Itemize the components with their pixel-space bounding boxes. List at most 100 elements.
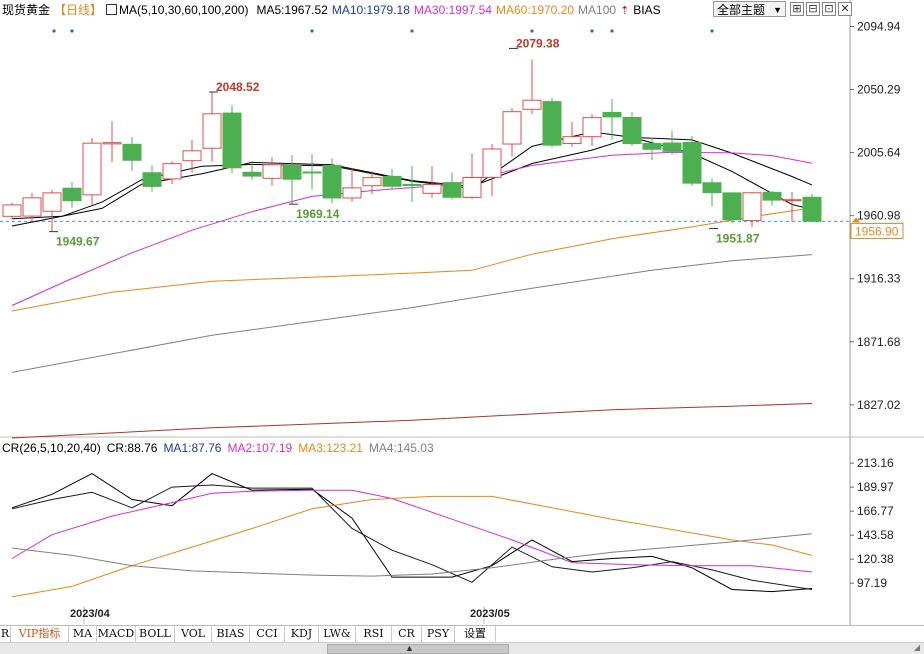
cr-line-ma1: [11, 484, 813, 590]
cr-lines: [11, 473, 813, 598]
candle: [442, 172, 462, 200]
candle: [462, 153, 482, 200]
candle: [42, 189, 62, 232]
event-dot-icon: [610, 29, 614, 33]
candle-body: [762, 191, 782, 201]
arrow-up-icon: ⇡: [620, 5, 630, 17]
candle-body: [602, 111, 622, 118]
tab-r[interactable]: R: [0, 626, 11, 642]
candle-body: [162, 163, 182, 180]
candle: [242, 160, 262, 180]
extreme-label-high_1: 2048.52: [216, 80, 260, 94]
tab-bias[interactable]: BIAS: [212, 626, 250, 642]
chevron-down-icon: ▼: [773, 5, 782, 15]
candle: [362, 171, 382, 195]
candle-body: [402, 183, 422, 186]
tab-settings[interactable]: 设置: [455, 626, 496, 642]
ma60-value: MA60:1970.20: [495, 3, 575, 17]
candle-body: [542, 101, 562, 146]
candle-body: [522, 99, 542, 110]
candle: [402, 165, 422, 202]
horizontal-scrollbar[interactable]: ▲ ◢: [0, 642, 924, 654]
event-dot-icon: [70, 29, 74, 33]
event-dot-icon: [590, 29, 594, 33]
ma-toggle-icon[interactable]: [106, 4, 118, 15]
candle-body: [702, 182, 722, 194]
candle: [782, 191, 802, 222]
tab-rsi[interactable]: RSI: [356, 626, 392, 642]
candle-body: [742, 192, 762, 222]
candle: [142, 165, 162, 192]
candle-body: [362, 177, 382, 187]
tab-kdj[interactable]: KDJ: [285, 626, 319, 642]
tab-psy[interactable]: PSY: [422, 626, 455, 642]
candle: [762, 191, 782, 206]
cr-value: CR:88.76: [106, 441, 158, 455]
tab-cr[interactable]: CR: [392, 626, 422, 642]
y-tick-label: 1827.02: [857, 398, 901, 412]
current-price-box: [850, 222, 904, 239]
zoom-in-icon[interactable]: ⊞: [790, 2, 804, 16]
candle: [642, 137, 662, 161]
tab-cci[interactable]: CCI: [250, 626, 285, 642]
theme-select[interactable]: 全部主题 ▼: [713, 1, 786, 17]
candle: [802, 193, 822, 223]
zoom-out-icon[interactable]: ⊟: [806, 2, 820, 16]
tab-vip[interactable]: VIP指标: [11, 626, 69, 642]
tab-ma[interactable]: MA: [69, 626, 97, 642]
cr-y-tick-label: 120.38: [857, 552, 894, 566]
candle-body: [662, 142, 682, 152]
candle: [622, 111, 642, 146]
grid: [0, 0, 924, 625]
candle-body: [682, 141, 702, 184]
candle-body: [242, 171, 262, 177]
cr-line-ma3: [11, 495, 813, 598]
current-price-label: 1956.90: [855, 224, 899, 238]
y-tick-label: 2094.94: [857, 19, 901, 33]
candle-body: [442, 182, 462, 198]
candle-body: [722, 192, 742, 221]
cr-legend: CR(26,5,10,20,40) CR:88.76 MA1:87.76 MA2:10…: [2, 440, 440, 456]
candle-body: [82, 142, 102, 196]
ma-line-ma100: [11, 254, 813, 373]
y-tick-label: 1916.33: [857, 272, 901, 286]
event-dot-icon: [710, 29, 714, 33]
candle: [262, 157, 282, 186]
price-marker-icon: [852, 217, 860, 223]
tab-lw[interactable]: LW&: [319, 626, 356, 642]
candle-body: [282, 164, 302, 180]
candle: [182, 139, 202, 173]
candles: [2, 59, 822, 232]
ma-params: MA(5,10,30,60,100,200): [106, 3, 252, 17]
candle-body: [262, 164, 282, 179]
y-tick-label: 1871.68: [857, 335, 901, 349]
tab-vol[interactable]: VOL: [175, 626, 212, 642]
candle: [322, 158, 342, 204]
candle-body: [2, 204, 22, 217]
symbol-title: 现货黄金: [2, 3, 51, 17]
scroll-up-icon[interactable]: ▲: [405, 643, 414, 653]
x-tick-label: 2023/05: [470, 608, 510, 620]
ma30-value: MA30:1997.54: [413, 3, 492, 17]
event-dot-icon: [410, 29, 414, 33]
cr-y-tick-label: 143.58: [857, 528, 894, 542]
candle: [342, 167, 362, 202]
fullscreen-icon[interactable]: ⊡: [822, 2, 836, 16]
axis-labels: 2094.94 2050.29 2005.64 1960.98 1916.33 1871.…: [70, 19, 904, 624]
tab-boll[interactable]: BOLL: [136, 626, 175, 642]
y-tick-label: 1960.98: [857, 209, 901, 223]
candle-body: [142, 172, 162, 187]
ma10-value: MA10:1979.18: [331, 3, 410, 17]
candle: [662, 130, 682, 155]
period-label[interactable]: 【日线】: [54, 3, 103, 17]
resize-grip-icon[interactable]: ◢: [913, 643, 920, 652]
candle: [382, 168, 402, 189]
cr-line-ma4: [11, 533, 813, 577]
close-icon[interactable]: ✕: [838, 2, 852, 16]
candle: [722, 192, 742, 224]
tab-macd[interactable]: MACD: [97, 626, 136, 642]
ma100-value: MA100: [578, 3, 617, 17]
cr-y-tick-label: 97.19: [857, 576, 887, 590]
candle-body: [22, 197, 42, 217]
bias-toggle[interactable]: ⇡ BIAS: [620, 3, 661, 17]
